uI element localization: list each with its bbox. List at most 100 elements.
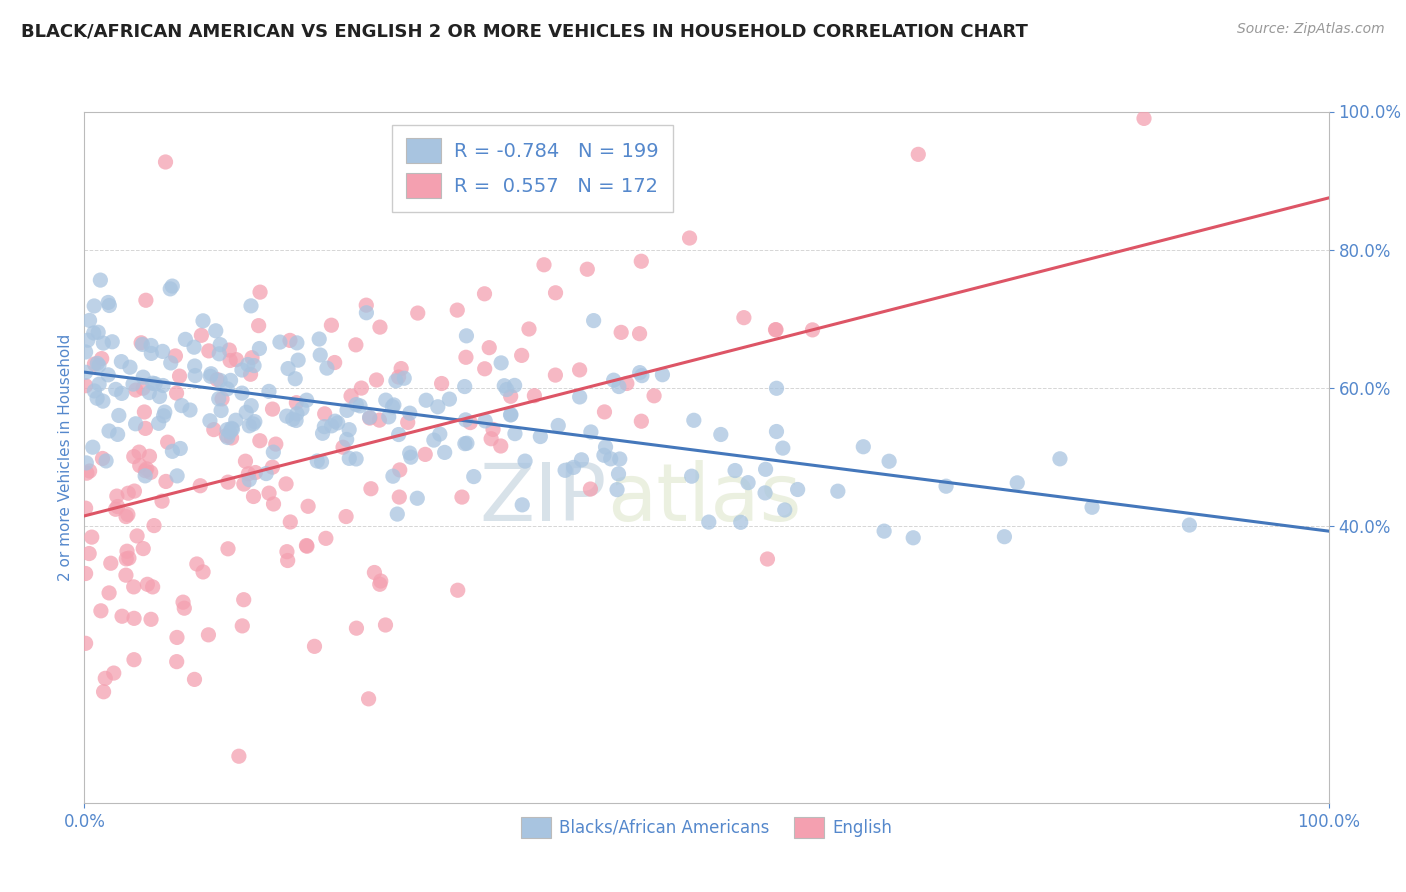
Point bbox=[76, 333, 98, 347]
Point bbox=[221, 421, 243, 435]
Point bbox=[225, 413, 247, 427]
Point bbox=[143, 376, 166, 391]
Point bbox=[159, 282, 181, 296]
Point bbox=[150, 494, 173, 508]
Point bbox=[138, 385, 160, 400]
Point bbox=[231, 619, 253, 633]
Point bbox=[314, 407, 336, 421]
Point bbox=[117, 486, 139, 500]
Point bbox=[381, 400, 404, 414]
Point bbox=[155, 475, 177, 489]
Point bbox=[801, 323, 824, 337]
Point bbox=[278, 515, 301, 529]
Point bbox=[755, 462, 778, 476]
Point bbox=[321, 418, 343, 433]
Point bbox=[547, 418, 569, 433]
Point bbox=[852, 440, 875, 454]
Point bbox=[249, 342, 271, 356]
Point bbox=[101, 334, 124, 349]
Point bbox=[200, 367, 222, 381]
Point bbox=[595, 440, 617, 454]
Point bbox=[132, 541, 155, 556]
Point bbox=[337, 451, 360, 466]
Point bbox=[98, 298, 121, 312]
Point bbox=[262, 445, 284, 459]
Point bbox=[262, 460, 284, 475]
Point bbox=[152, 378, 174, 392]
Point bbox=[217, 541, 239, 556]
Point bbox=[733, 310, 755, 325]
Point bbox=[907, 147, 929, 161]
Point bbox=[107, 500, 129, 514]
Point bbox=[529, 429, 551, 443]
Point bbox=[186, 557, 208, 571]
Point bbox=[249, 285, 271, 300]
Point bbox=[104, 383, 127, 397]
Point bbox=[235, 454, 257, 468]
Point bbox=[406, 306, 429, 320]
Point bbox=[242, 417, 264, 431]
Point bbox=[478, 341, 501, 355]
Point bbox=[200, 369, 222, 384]
Point bbox=[132, 381, 155, 395]
Point bbox=[474, 414, 496, 428]
Point bbox=[308, 332, 330, 346]
Point bbox=[332, 440, 354, 454]
Text: atlas: atlas bbox=[607, 459, 801, 538]
Point bbox=[873, 524, 896, 538]
Point bbox=[238, 467, 260, 481]
Point bbox=[94, 454, 117, 468]
Point bbox=[1133, 112, 1156, 126]
Point bbox=[607, 379, 630, 393]
Point bbox=[458, 416, 481, 430]
Point bbox=[128, 458, 150, 473]
Point bbox=[148, 417, 170, 431]
Point bbox=[350, 381, 373, 395]
Point bbox=[169, 442, 191, 456]
Y-axis label: 2 or more Vehicles in Household: 2 or more Vehicles in Household bbox=[58, 334, 73, 581]
Point bbox=[582, 313, 605, 327]
Point bbox=[377, 409, 399, 424]
Point bbox=[396, 416, 419, 430]
Point bbox=[454, 413, 477, 427]
Point bbox=[219, 373, 242, 387]
Point bbox=[599, 451, 621, 466]
Point bbox=[754, 486, 776, 500]
Point bbox=[616, 376, 638, 391]
Point bbox=[456, 436, 478, 450]
Point bbox=[217, 430, 239, 444]
Point bbox=[710, 427, 733, 442]
Point bbox=[138, 450, 160, 464]
Point bbox=[499, 408, 522, 422]
Point bbox=[335, 509, 357, 524]
Point bbox=[172, 595, 194, 609]
Point bbox=[344, 451, 367, 466]
Point bbox=[388, 427, 411, 442]
Point bbox=[554, 463, 576, 477]
Point bbox=[219, 353, 242, 368]
Point bbox=[576, 262, 599, 277]
Point bbox=[357, 691, 380, 706]
Point bbox=[993, 530, 1015, 544]
Point bbox=[426, 400, 449, 414]
Point bbox=[125, 383, 148, 397]
Point bbox=[243, 415, 266, 429]
Point bbox=[132, 370, 155, 384]
Point bbox=[827, 484, 849, 499]
Point bbox=[489, 356, 512, 370]
Point bbox=[413, 447, 436, 461]
Point bbox=[454, 379, 477, 393]
Point bbox=[166, 468, 188, 483]
Point bbox=[392, 371, 415, 385]
Point bbox=[513, 454, 536, 468]
Text: ZIP: ZIP bbox=[479, 459, 607, 538]
Point bbox=[307, 454, 329, 468]
Point bbox=[209, 337, 232, 351]
Point bbox=[503, 426, 526, 441]
Point bbox=[94, 671, 117, 685]
Point bbox=[139, 338, 162, 352]
Point bbox=[737, 475, 759, 490]
Point bbox=[86, 391, 108, 405]
Point bbox=[174, 332, 197, 346]
Point bbox=[205, 372, 228, 386]
